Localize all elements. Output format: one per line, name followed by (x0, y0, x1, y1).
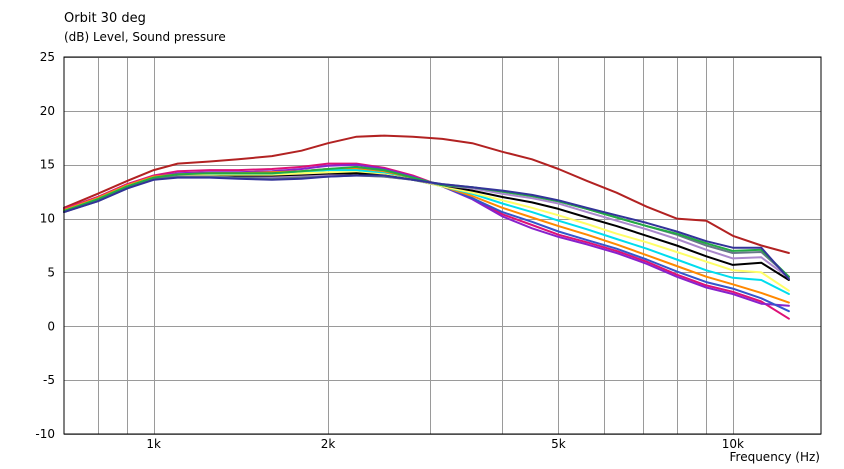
series-group (63, 134, 790, 320)
y-tick-labels: -10 -5 0 5 10 15 20 25 (35, 50, 55, 441)
y-axis-label: (dB) Level, Sound pressure (64, 30, 226, 44)
series-line-1 (63, 134, 790, 254)
y-tick-label: 10 (40, 212, 55, 226)
series-line-12 (63, 174, 790, 280)
y-tick-label: -10 (35, 427, 55, 441)
y-tick-label: 25 (40, 50, 55, 64)
x-tick-label: 2k (321, 437, 336, 451)
x-axis-label: Frequency (Hz) (729, 450, 821, 464)
chart-title: Orbit 30 deg (64, 11, 146, 26)
x-tick-label: 5k (551, 437, 566, 451)
x-tick-label: 1k (146, 437, 161, 451)
x-tick-label: 10k (722, 437, 744, 451)
y-tick-label: 0 (47, 319, 55, 333)
y-tick-label: -5 (43, 373, 55, 387)
y-tick-label: 15 (40, 158, 55, 172)
plot-frame (63, 56, 822, 435)
y-tick-label: 20 (40, 104, 55, 118)
x-tick-labels: 1k 2k 5k 10k (146, 437, 744, 451)
y-tick-label: 5 (47, 265, 55, 279)
